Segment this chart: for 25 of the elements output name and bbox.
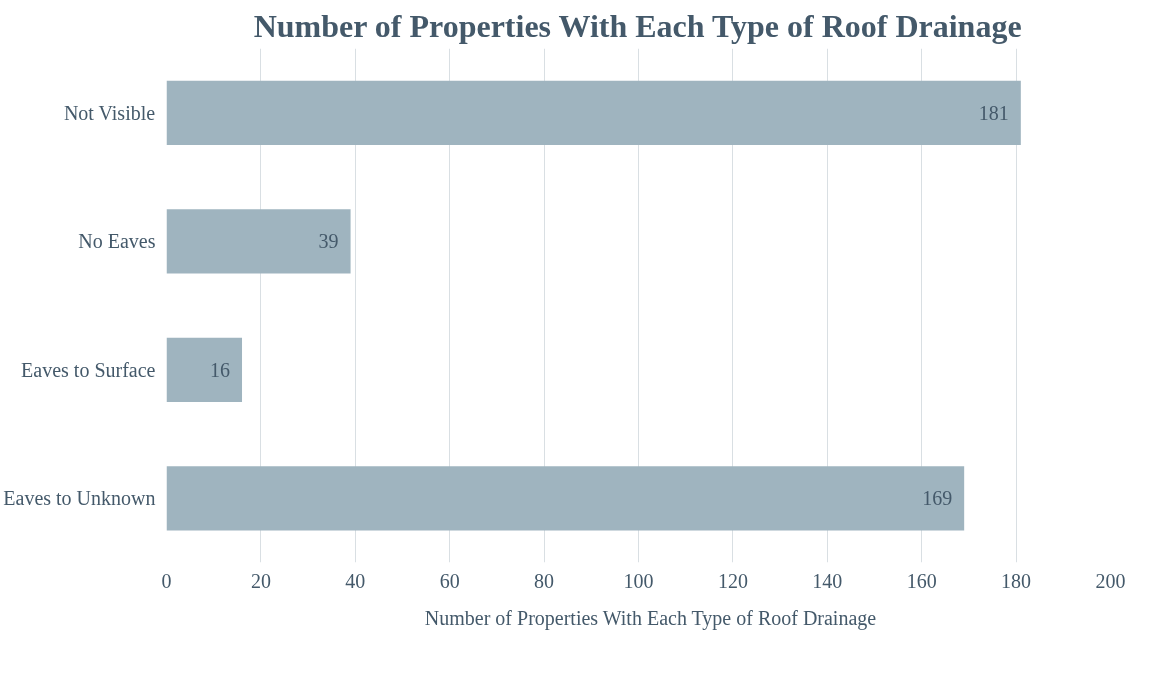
data-label: 169 xyxy=(922,487,953,510)
y-tick-label: Eaves to Unknown xyxy=(3,487,156,510)
x-tick-label: 40 xyxy=(345,569,366,592)
text: Number of Properties With Each Type of Roof Drainage xyxy=(424,606,877,629)
data-label: 16 xyxy=(210,358,231,381)
x-tick-label: 80 xyxy=(534,569,555,592)
x-tick-label: 20 xyxy=(250,569,271,592)
x-tick-label: 100 xyxy=(623,569,654,592)
x-tick-label: 60 xyxy=(439,569,460,592)
x-tick-label: 0 xyxy=(161,569,172,592)
data-label: 181 xyxy=(978,101,1009,124)
x-tick-label: 120 xyxy=(717,569,748,592)
x-tick-label: 140 xyxy=(812,569,843,592)
x-tick-label: 160 xyxy=(906,569,937,592)
x-tick-label: 200 xyxy=(1095,569,1126,592)
y-tick-label: No Eaves xyxy=(78,230,156,253)
y-tick-label: Not Visible xyxy=(63,101,156,124)
data-label: 39 xyxy=(318,230,339,253)
bar xyxy=(166,337,243,402)
chart-title: Number of Properties With Each Type of Roof Drainage xyxy=(253,7,1022,44)
y-tick-label: Eaves to Surface xyxy=(21,358,156,381)
x-tick-label: 180 xyxy=(1001,569,1032,592)
bar xyxy=(166,209,351,274)
bar xyxy=(166,80,1021,145)
bar xyxy=(166,466,965,531)
